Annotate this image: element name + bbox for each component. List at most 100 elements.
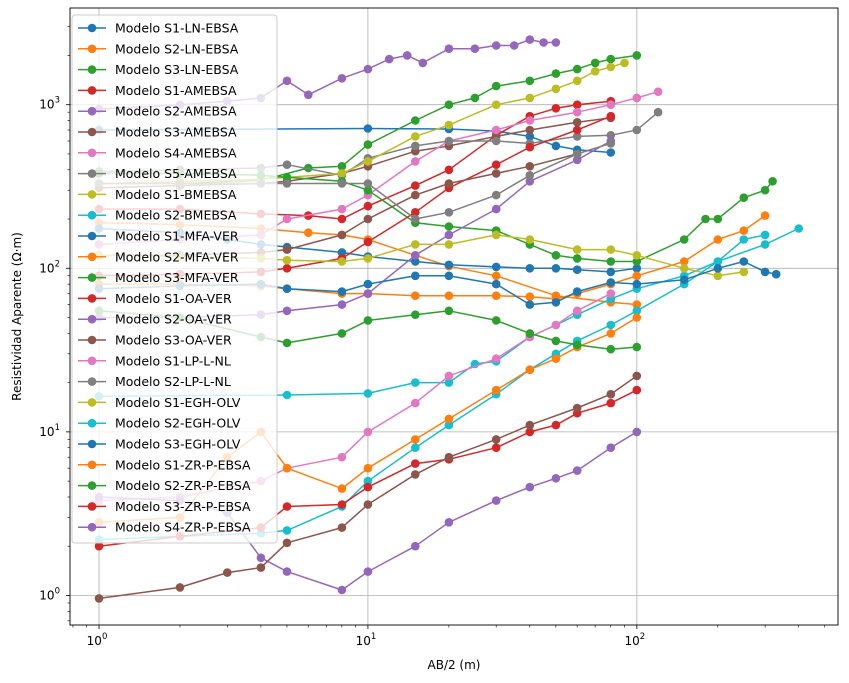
data-point — [739, 226, 749, 235]
data-point — [525, 125, 535, 135]
legend-entry: Modelo S2-EGH-OLV — [78, 416, 241, 431]
data-point — [444, 518, 454, 527]
legend-label: Modelo S1-EGH-OLV — [115, 395, 241, 410]
data-point — [572, 403, 582, 413]
legend-entry: Modelo S2-LN-EBSA — [78, 41, 239, 56]
data-point — [337, 523, 347, 532]
data-point — [444, 230, 454, 240]
data-point — [606, 62, 616, 72]
plot-area-frame — [69, 7, 839, 626]
data-point — [444, 240, 454, 249]
data-point — [701, 214, 710, 224]
legend-entry: Modelo S2-OA-VER — [78, 312, 232, 327]
data-point — [282, 214, 292, 224]
data-point — [337, 257, 347, 266]
data-point — [444, 136, 454, 146]
data-point — [363, 185, 373, 195]
series-line — [98, 234, 766, 541]
data-point — [411, 181, 420, 190]
data-point — [470, 44, 480, 53]
data-point — [606, 329, 616, 338]
data-point — [760, 211, 770, 220]
data-point — [551, 264, 561, 273]
legend-marker-swatch — [87, 335, 97, 345]
legend-label: Modelo S1-BMEBSA — [115, 187, 237, 202]
legend-marker-swatch — [87, 522, 97, 532]
data-point — [491, 271, 501, 281]
data-point — [444, 414, 454, 424]
data-point — [282, 76, 292, 86]
data-point — [713, 264, 723, 273]
legend-entry: Modelo S4-AMEBSA — [78, 145, 237, 160]
x-tick-label: 102 — [624, 632, 645, 648]
legend-entry: Modelo S3-EGH-OLV — [78, 437, 241, 452]
data-point — [679, 275, 689, 285]
data-point — [470, 93, 480, 103]
legend-label: Modelo S3-OA-VER — [115, 333, 232, 348]
data-point — [491, 354, 501, 364]
legend-label: Modelo S3-LN-EBSA — [115, 62, 239, 77]
data-point — [679, 235, 689, 244]
data-point — [491, 435, 501, 444]
data-point — [491, 291, 501, 301]
data-point — [256, 553, 266, 563]
data-point — [632, 251, 642, 260]
y-tick-label: 102 — [39, 259, 60, 275]
data-point — [282, 463, 292, 473]
y-axis-label: Resistividad Aparente (Ω·m) — [10, 232, 24, 401]
legend-marker-swatch — [87, 439, 97, 449]
data-point — [760, 185, 770, 195]
data-point — [760, 267, 770, 277]
data-point — [632, 313, 642, 322]
axis-ticks: 100 101 102 100 101 102 103 — [39, 26, 826, 648]
data-point — [282, 390, 292, 400]
data-point — [363, 289, 373, 298]
data-point — [491, 204, 501, 214]
data-point — [632, 427, 642, 437]
data-point — [551, 84, 561, 94]
legend-entry: Modelo S1-AMEBSA — [78, 83, 237, 98]
data-point — [337, 300, 347, 309]
data-point — [794, 224, 803, 233]
data-point — [444, 378, 454, 387]
data-point — [525, 365, 535, 375]
data-point — [363, 254, 373, 263]
data-point — [282, 502, 292, 511]
data-point — [363, 201, 373, 211]
x-axis-label: AB/2 (m) — [428, 658, 481, 672]
legend-label: Modelo S1-OA-VER — [115, 291, 232, 306]
legend-entry: Modelo S1-ZR-P-EBSA — [78, 457, 251, 472]
data-point — [713, 257, 723, 266]
data-point — [539, 38, 548, 47]
data-point — [444, 291, 454, 301]
data-point — [572, 149, 582, 159]
data-point — [491, 160, 501, 169]
data-point — [620, 58, 629, 68]
data-point — [444, 100, 454, 109]
data-point — [444, 179, 454, 188]
legend-marker-swatch — [87, 23, 97, 33]
data-point — [337, 162, 347, 171]
data-point — [525, 427, 535, 437]
data-point — [572, 76, 582, 86]
data-point — [606, 139, 616, 148]
data-point — [491, 100, 501, 109]
y-tick-label: 103 — [39, 96, 60, 112]
data-point — [444, 371, 454, 381]
data-point — [572, 245, 582, 254]
data-point — [337, 230, 347, 240]
legend-marker-swatch — [87, 127, 97, 137]
series-line — [98, 375, 638, 600]
data-point — [175, 583, 185, 592]
data-point — [572, 254, 582, 263]
data-point — [525, 93, 535, 103]
legend-entry: Modelo S1-LN-EBSA — [78, 21, 239, 36]
data-point — [304, 90, 313, 100]
data-point — [363, 476, 373, 486]
data-point — [337, 329, 347, 338]
data-point — [572, 306, 582, 316]
data-point — [337, 169, 347, 178]
data-point — [282, 306, 292, 316]
legend-label: Modelo S1-ZR-P-EBSA — [115, 457, 251, 472]
